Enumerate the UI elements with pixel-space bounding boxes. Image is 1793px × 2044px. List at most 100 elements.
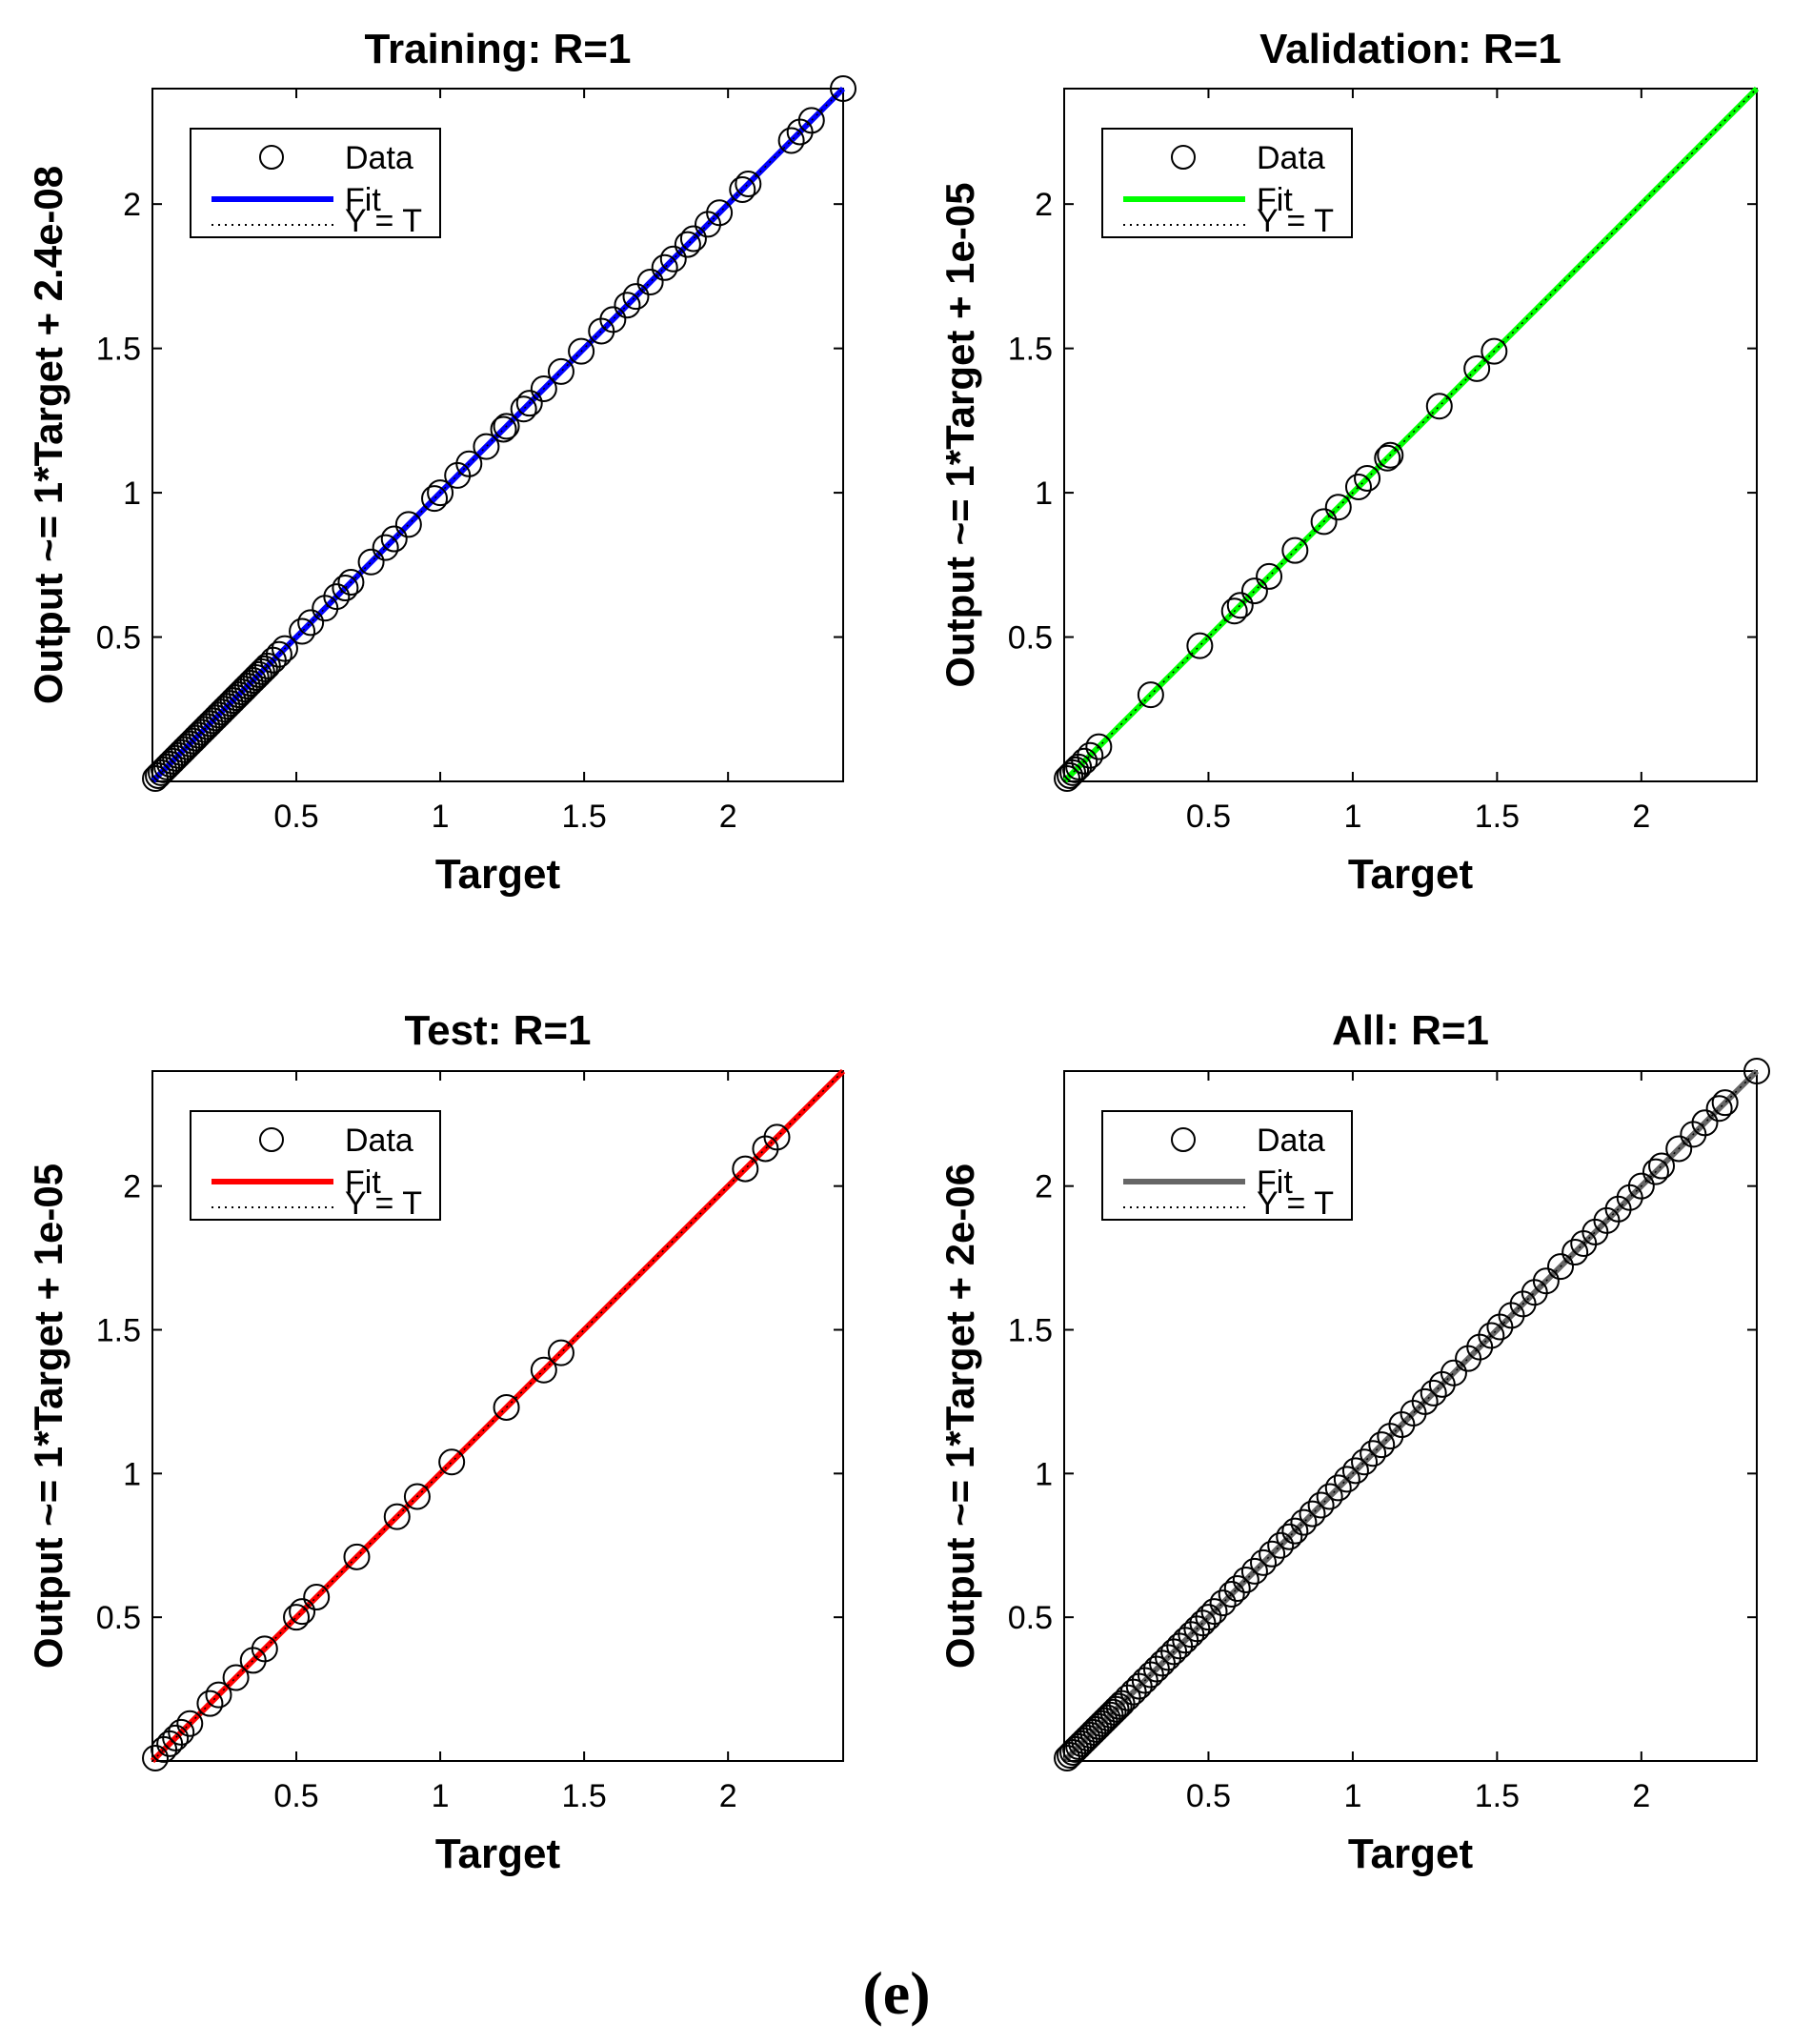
training-data-point [568,337,595,365]
all-data-point [1705,1095,1733,1123]
test-data-point [403,1483,431,1510]
training-data-point [332,575,359,602]
all-legend-label: Fit [1257,1164,1293,1201]
test-data-point [289,1598,316,1626]
validation-legend-label: Y = T [1257,203,1334,239]
all-data-point [1691,1109,1719,1137]
all-data-point [1411,1387,1439,1415]
all-data-point [1267,1531,1295,1559]
training-data-point [394,511,422,538]
validation-ytick-label: 2 [1035,187,1053,223]
all-data-point [1105,1692,1133,1720]
training-data-point [493,413,520,440]
training-data-point [735,170,762,197]
all-ytick-label: 1 [1035,1456,1053,1492]
training-data-point [372,534,399,561]
all-data-point [1665,1135,1693,1163]
training-data-point [651,253,678,281]
all-xtick-label: 2 [1632,1778,1650,1814]
test-xtick-label: 2 [719,1778,737,1814]
test-legend-label: Y = T [345,1185,422,1222]
training-data-point [599,306,627,334]
all-data-point [1099,1698,1127,1726]
test-legend-label: Data [345,1123,413,1159]
all-data-point [1440,1359,1467,1386]
validation-data-point [1425,393,1453,420]
training-xtick-label: 0.5 [273,799,318,835]
training-data-point [473,433,500,460]
all-data-point [1420,1379,1447,1407]
training-data-point [622,283,650,311]
validation-data-point [1354,464,1381,492]
all-ytick-label: 2 [1035,1169,1053,1205]
test-data-point [176,1710,204,1737]
training-data-point [337,568,365,596]
all-data-point [1259,1540,1286,1568]
validation-xlabel: Target [1348,851,1474,898]
validation-data-point [1377,441,1404,469]
training-data-point [380,525,408,553]
test-data-point [383,1503,411,1530]
all-data-point [1316,1483,1343,1510]
training-xtick-label: 1 [432,799,450,835]
all-data-point [1324,1474,1352,1502]
test-data-point [283,1604,311,1631]
all-data-point [1360,1440,1387,1467]
training-ytick-label: 1.5 [96,332,141,368]
training-legend-box [190,128,441,238]
test-data-point [732,1155,759,1183]
test-data-point [763,1123,791,1151]
training-data-point [515,390,543,417]
all-identity-line [1063,1070,1758,1762]
training-data-point [357,548,385,576]
test-data-point [142,1744,170,1771]
validation-title: Validation: R=1 [1259,26,1561,72]
validation-data-point [1463,354,1491,382]
training-title: Training: R=1 [365,26,632,72]
all-data-point [1218,1581,1245,1609]
validation-data-point [1085,733,1113,760]
validation-data-point [1281,536,1309,564]
test-legend-box [190,1110,441,1221]
validation-data-point [1240,577,1268,605]
training-legend-data-marker [259,145,284,170]
test-data-point [205,1681,232,1709]
validation-xtick-label: 0.5 [1186,799,1231,835]
training-data-point [427,479,454,507]
training-data-point [323,583,351,611]
training-data-point [830,75,856,102]
all-data-point [1223,1575,1251,1602]
all-data-point [1478,1322,1505,1349]
all-data-point [1299,1500,1326,1528]
test-data-point [222,1664,250,1691]
all-data-point [1195,1604,1222,1631]
validation-legend-box [1101,128,1353,238]
training-data-point [530,375,557,403]
all-data-point [1232,1566,1259,1593]
training-data-point [271,635,298,662]
all-ylabel: Output ~= 1*Target + 2e-06 [937,1164,982,1669]
validation-ytick-label: 1 [1035,476,1053,512]
training-data-point [614,292,641,319]
all-legend-label: Data [1257,1123,1325,1159]
all-data-point [1341,1457,1369,1485]
validation-data-point [1324,494,1352,521]
validation-panel: 0.5 1 1.5 2 0.5 1 1.5 2 Validation: R=1 Target Out… [937,26,1760,898]
training-legend-label: Data [345,140,413,176]
validation-data-point [1481,337,1508,365]
test-xtick-label: 1 [432,1778,450,1814]
all-panel: 0.5 1 1.5 2 0.5 1 1.5 2 All: R=1 Target Output ~= … [937,1007,1770,1877]
training-ytick-label: 2 [123,187,141,223]
test-ylabel: Output ~= 1*Target + 1e-05 [26,1164,71,1669]
all-data-point [1250,1548,1278,1576]
all-data-point [1276,1523,1303,1550]
all-data-point [1240,1557,1268,1585]
training-data-point [265,640,292,668]
all-xlabel: Target [1348,1831,1474,1877]
all-data-point [1642,1158,1669,1185]
validation-ylabel: Output ~= 1*Target + 1e-05 [937,182,982,687]
